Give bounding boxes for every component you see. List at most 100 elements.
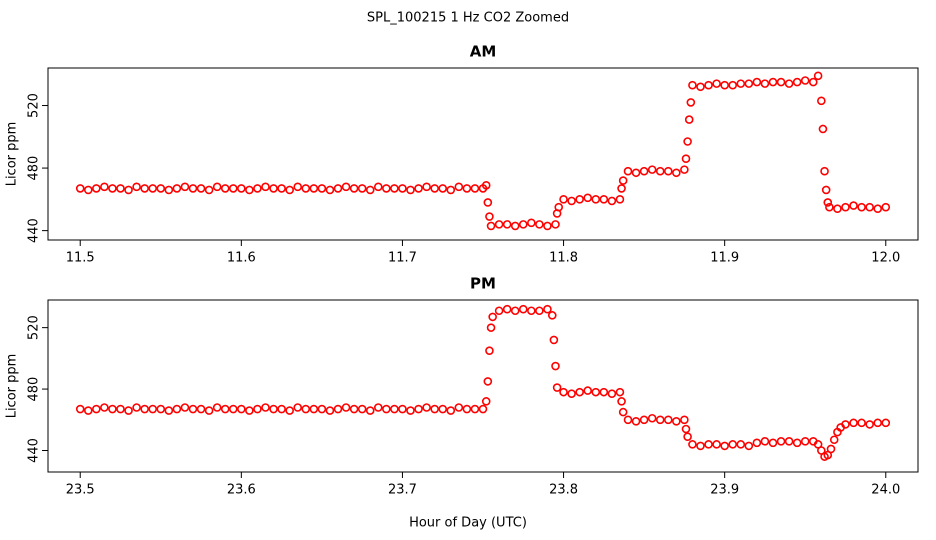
- data-point: [768, 77, 778, 87]
- data-point: [92, 184, 101, 193]
- data-point: [237, 184, 246, 193]
- data-point: [148, 404, 158, 414]
- data-point: [681, 424, 691, 434]
- data-point: [712, 79, 721, 88]
- data-point: [164, 406, 174, 415]
- x-tick-label: 11.9: [710, 251, 739, 266]
- data-point: [823, 198, 833, 207]
- data-point: [631, 168, 641, 178]
- data-point: [488, 312, 497, 322]
- data-point: [245, 185, 254, 195]
- data-point: [792, 438, 802, 448]
- data-point: [808, 77, 818, 87]
- data-point: [83, 185, 93, 195]
- data-point: [623, 415, 633, 425]
- figure-title: SPL_100215 1 Hz CO2 Zoomed: [367, 11, 569, 26]
- data-point: [341, 182, 351, 192]
- data-point: [639, 415, 649, 425]
- data-point: [873, 418, 883, 428]
- data-point: [75, 184, 85, 193]
- data-point: [559, 387, 568, 397]
- data-point: [672, 417, 681, 426]
- data-point: [180, 182, 190, 192]
- data-point: [800, 436, 810, 446]
- data-point: [728, 440, 738, 449]
- data-point: [683, 137, 692, 146]
- data-point: [607, 389, 617, 398]
- data-point: [567, 389, 576, 398]
- data-point: [237, 404, 246, 414]
- data-point: [704, 440, 713, 449]
- data-point: [518, 304, 528, 314]
- data-point: [438, 184, 448, 193]
- data-point: [293, 403, 303, 412]
- data-point: [172, 404, 182, 414]
- data-point: [116, 184, 125, 193]
- data-point: [269, 404, 278, 414]
- data-point: [148, 184, 158, 193]
- data-point: [349, 404, 359, 414]
- data-point: [825, 202, 834, 212]
- data-point: [800, 76, 810, 85]
- data-point: [826, 444, 836, 454]
- data-point: [554, 202, 564, 212]
- data-point: [881, 202, 891, 212]
- data-point: [552, 383, 562, 392]
- data-point: [481, 180, 491, 190]
- data-point: [736, 440, 746, 449]
- data-point: [631, 417, 641, 426]
- data-point: [325, 406, 335, 415]
- data-point: [414, 184, 423, 193]
- data-point: [293, 182, 303, 192]
- data-point: [269, 184, 278, 193]
- data-point: [820, 166, 829, 176]
- data-point: [228, 184, 238, 193]
- data-point: [849, 201, 858, 210]
- data-point: [821, 185, 831, 195]
- x-axis-label: Hour of Day (UTC): [409, 516, 527, 531]
- data-point: [527, 218, 536, 228]
- data-point: [481, 397, 491, 406]
- data-point: [663, 415, 673, 425]
- data-point: [672, 168, 681, 178]
- data-point: [575, 195, 584, 204]
- data-point: [607, 196, 617, 206]
- data-point: [309, 184, 319, 193]
- data-point: [261, 182, 270, 192]
- data-point: [549, 335, 559, 345]
- x-tick-label: 23.7: [388, 483, 417, 498]
- data-point: [583, 386, 593, 395]
- data-point: [196, 404, 206, 414]
- data-point: [483, 198, 493, 207]
- data-point: [736, 79, 746, 88]
- data-point: [156, 404, 166, 414]
- data-point: [430, 184, 439, 193]
- data-point: [422, 182, 431, 192]
- data-point: [575, 387, 584, 397]
- data-point: [317, 184, 327, 193]
- data-point: [547, 311, 557, 320]
- data-point: [212, 403, 222, 412]
- data-point: [543, 304, 552, 314]
- data-point: [583, 193, 593, 203]
- data-point: [172, 184, 182, 193]
- data-point: [108, 404, 117, 414]
- data-point: [285, 185, 294, 195]
- data-point: [617, 184, 626, 193]
- y-tick-label: 440: [27, 218, 42, 243]
- data-point: [486, 323, 496, 332]
- data-point: [543, 221, 552, 231]
- data-point: [365, 406, 375, 415]
- data-point: [462, 404, 472, 414]
- data-point: [454, 403, 464, 412]
- data-point: [599, 387, 609, 397]
- data-point: [390, 404, 399, 414]
- data-point: [639, 166, 649, 176]
- data-point: [841, 420, 850, 429]
- data-point: [683, 432, 692, 441]
- data-point: [704, 80, 713, 90]
- data-point: [124, 406, 133, 415]
- data-point: [188, 404, 198, 414]
- data-point: [494, 306, 504, 316]
